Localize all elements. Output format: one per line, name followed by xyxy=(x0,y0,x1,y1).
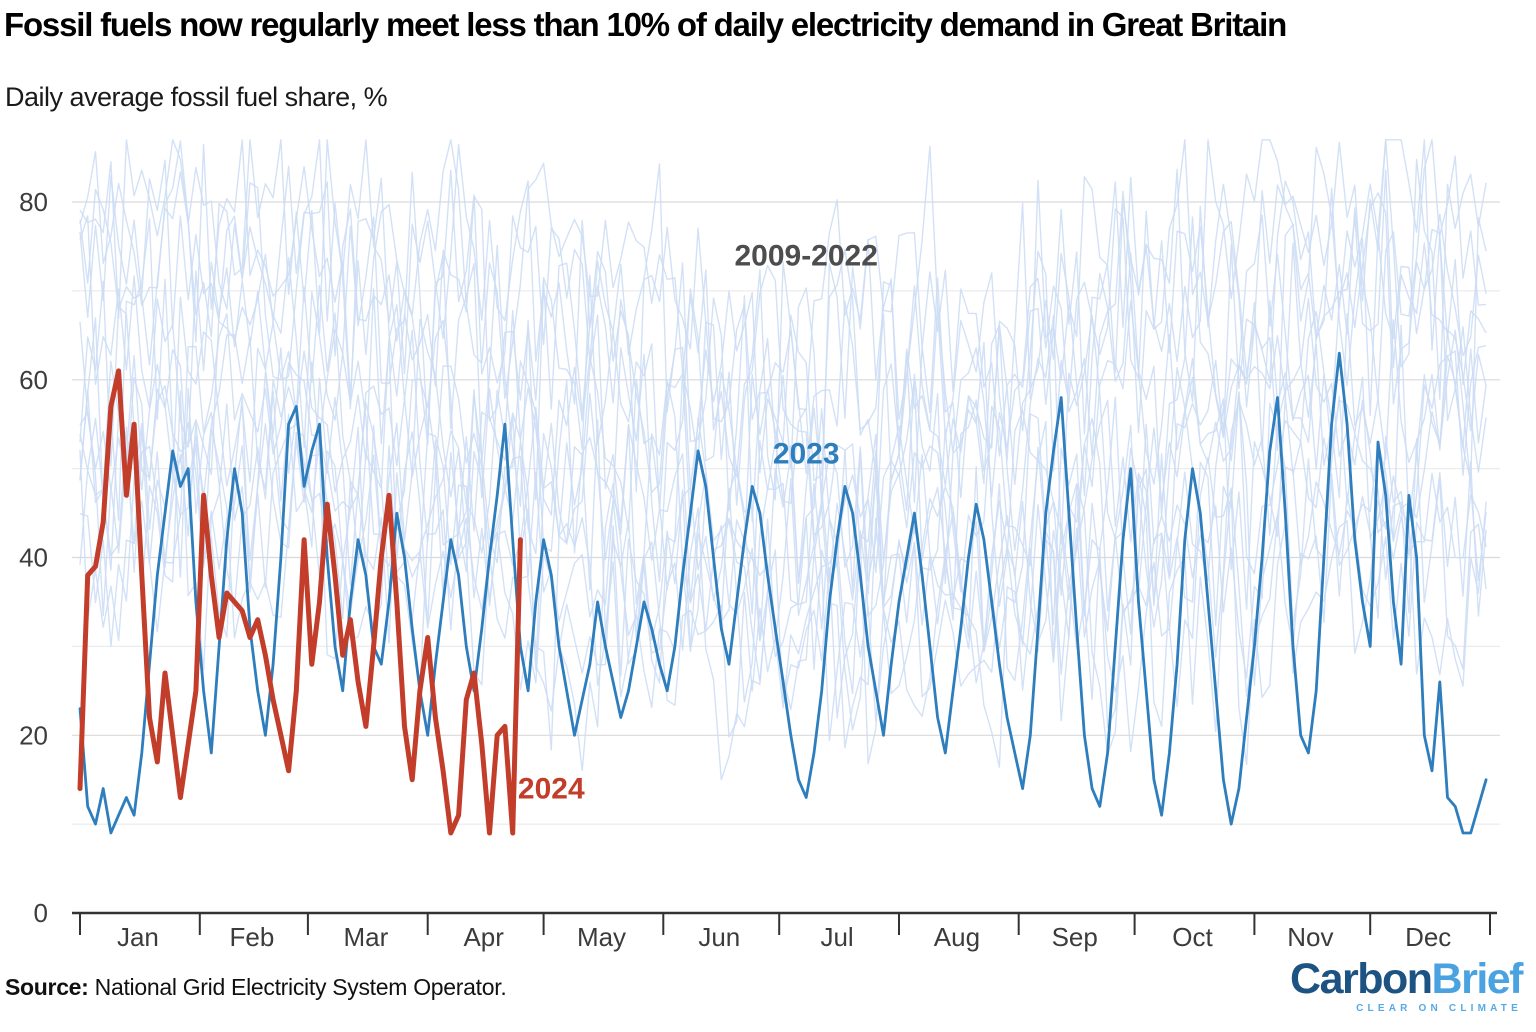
month-label-jan: Jan xyxy=(117,922,159,952)
month-label-jun: Jun xyxy=(698,922,740,952)
annotation-2023: 2023 xyxy=(773,438,840,471)
background-year-line-2011 xyxy=(79,139,1487,523)
source-note: Source: National Grid Electricity System… xyxy=(5,974,507,1001)
background-year-line-2014 xyxy=(79,218,1487,621)
line-2024 xyxy=(77,368,523,836)
background-year-line-2017 xyxy=(79,288,1487,703)
background-year-line-2020 xyxy=(79,417,1487,772)
line-2023 xyxy=(78,351,1488,835)
month-label-nov: Nov xyxy=(1287,922,1333,952)
background-year-line-2021 xyxy=(79,329,1487,756)
month-label-feb: Feb xyxy=(229,922,274,952)
month-label-apr: Apr xyxy=(463,922,504,952)
background-year-line-2015 xyxy=(79,192,1487,617)
month-label-jul: Jul xyxy=(820,922,853,952)
background-year-line-2010 xyxy=(79,139,1487,510)
y-tick-label-60: 60 xyxy=(19,365,48,395)
month-label-sep: Sep xyxy=(1052,922,1098,952)
y-tick-label-40: 40 xyxy=(19,543,48,573)
logo-word-brief: Brief xyxy=(1431,955,1524,1003)
month-label-aug: Aug xyxy=(934,922,980,952)
month-label-dec: Dec xyxy=(1405,922,1451,952)
annotation-2009-2022: 2009-2022 xyxy=(734,239,877,272)
carbonbrief-wordmark: CarbonBrief xyxy=(1290,955,1524,1003)
month-label-may: May xyxy=(577,922,626,952)
logo-word-carbon: Carbon xyxy=(1290,955,1433,1003)
y-tick-label-20: 20 xyxy=(19,720,48,750)
carbonbrief-logo: CarbonBrief CLEAR ON CLIMATE xyxy=(1290,955,1524,1014)
chart-subtitle: Daily average fossil fuel share, % xyxy=(5,82,388,112)
chart-title: Fossil fuels now regularly meet less tha… xyxy=(4,6,1287,43)
month-label-mar: Mar xyxy=(344,922,389,952)
background-year-line-2012 xyxy=(79,139,1487,506)
source-text: National Grid Electricity System Operato… xyxy=(88,974,507,1000)
source-label: Source: xyxy=(5,974,89,1000)
y-tick-label-80: 80 xyxy=(19,187,48,217)
month-label-oct: Oct xyxy=(1172,922,1213,952)
y-tick-label-0: 0 xyxy=(34,898,48,928)
background-year-line-2018 xyxy=(79,355,1487,698)
annotation-2024: 2024 xyxy=(518,773,585,806)
logo-tagline: CLEAR ON CLIMATE xyxy=(1356,1003,1522,1014)
